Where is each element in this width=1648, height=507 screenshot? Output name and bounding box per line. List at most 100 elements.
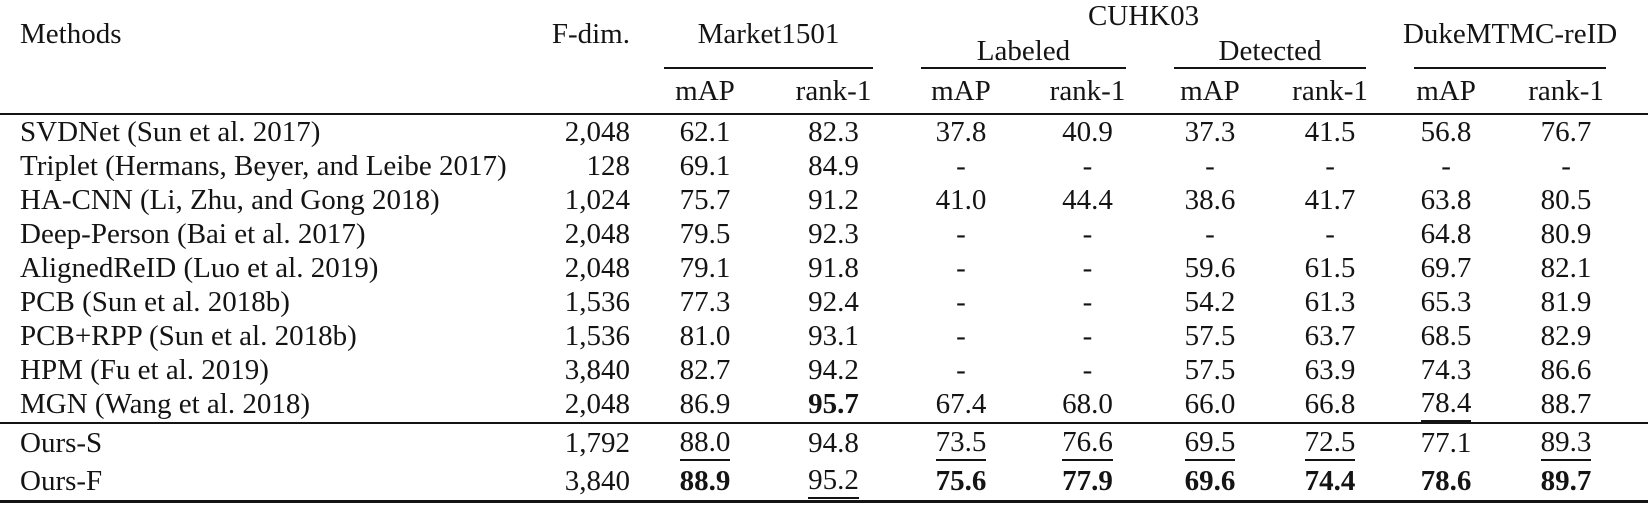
metric-text: 61.5 — [1304, 251, 1356, 284]
metric-text: 75.6 — [935, 464, 987, 497]
metric-text: 78.6 — [1420, 464, 1472, 497]
metric-value: - — [1025, 149, 1150, 183]
metric-value: 44.4 — [1025, 183, 1150, 217]
metric-text: 95.2 — [808, 464, 859, 500]
metric-value: 80.9 — [1502, 217, 1630, 251]
metric-value: 92.3 — [770, 217, 897, 251]
spacer-cell — [0, 69, 505, 115]
metric-text: 64.8 — [1420, 217, 1472, 250]
metric-value: 89.3 — [1502, 423, 1630, 462]
spacer-cell — [1630, 0, 1648, 69]
col-header-market-rank1: rank-1 — [770, 69, 897, 115]
metric-value: - — [1502, 149, 1630, 183]
fdim-value: 128 — [586, 149, 631, 182]
spacer-cell — [1630, 285, 1648, 319]
metric-text: 66.0 — [1184, 388, 1236, 421]
header-metrics-row: mAP rank-1 mAP rank-1 mAP rank-1 mAP ran… — [0, 69, 1648, 115]
metric-value: 38.6 — [1150, 183, 1270, 217]
table-row: Ours-F 3,840 88.9 95.2 75.6 77.9 69.6 74.4 78.6 8… — [0, 462, 1648, 502]
metric-value: - — [897, 149, 1025, 183]
table-row: Triplet (Hermans, Beyer, and Leibe 2017)… — [0, 149, 1648, 183]
metric-text: 66.8 — [1304, 388, 1356, 421]
metric-text: 68.5 — [1420, 319, 1472, 352]
metric-text: 61.3 — [1304, 285, 1356, 318]
metric-text: - — [1082, 251, 1093, 284]
metric-text: 77.1 — [1420, 426, 1472, 459]
metric-value: - — [897, 319, 1025, 353]
metric-text: - — [956, 353, 966, 386]
metric-text: - — [956, 217, 966, 250]
metric-text: 88.7 — [1540, 388, 1592, 421]
metric-value: 89.7 — [1502, 462, 1630, 502]
metric-value: 69.7 — [1390, 251, 1502, 285]
group-header-dukemtmc-reid: DukeMTMC-reID — [1390, 0, 1630, 69]
metric-value: - — [1270, 149, 1390, 183]
metric-value: 57.5 — [1150, 319, 1270, 353]
spacer-cell — [1630, 114, 1648, 149]
method-name: PCB (Sun et al. 2018b) — [20, 285, 290, 318]
metric-value: - — [1025, 319, 1150, 353]
fdim-value: 3,840 — [564, 353, 630, 386]
col-header-methods: Methods — [20, 18, 122, 50]
ours-methods-section: Ours-S 1,792 88.0 94.8 73.5 76.6 69.5 72.5 77.1 8… — [0, 423, 1648, 502]
metric-value: 92.4 — [770, 285, 897, 319]
spacer-cell — [1630, 319, 1648, 353]
metric-value: 94.2 — [770, 353, 897, 387]
fdim-value: 1,536 — [564, 319, 630, 352]
metric-value: 68.5 — [1390, 319, 1502, 353]
metric-value: 78.6 — [1390, 462, 1502, 502]
metric-value: 72.5 — [1270, 423, 1390, 462]
metric-value: 91.2 — [770, 183, 897, 217]
metric-text: - — [1082, 149, 1093, 182]
method-name: Ours-F — [20, 464, 103, 497]
metric-text: 91.8 — [808, 251, 859, 284]
metric-text: 68.0 — [1062, 388, 1113, 421]
table-row: Deep-Person (Bai et al. 2017) 2,048 79.5 92… — [0, 217, 1648, 251]
spacer-cell — [1630, 353, 1648, 387]
metric-text: 88.9 — [679, 464, 731, 497]
metric-text: 63.7 — [1304, 319, 1356, 352]
metric-value: 77.1 — [1390, 423, 1502, 462]
metric-text: 63.8 — [1420, 183, 1472, 216]
metric-value: 62.1 — [640, 114, 770, 149]
metric-value: 40.9 — [1025, 114, 1150, 149]
metric-text: 94.8 — [808, 426, 859, 459]
fdim-value: 2,048 — [564, 388, 630, 421]
metric-text: 44.4 — [1062, 183, 1113, 216]
metric-text: 91.2 — [808, 183, 859, 216]
metric-value: 86.9 — [640, 387, 770, 423]
metric-text: - — [1325, 149, 1335, 182]
metric-text: - — [1561, 149, 1571, 182]
metric-value: - — [897, 353, 1025, 387]
metric-text: 78.4 — [1420, 388, 1472, 423]
fdim-value: 2,048 — [564, 251, 630, 284]
spacer-cell — [1630, 387, 1648, 423]
metric-text: 80.5 — [1540, 183, 1592, 216]
col-header-detected-rank1: rank-1 — [1270, 69, 1391, 115]
group-header-cuhk03-detected: Detected — [1150, 33, 1390, 69]
metric-text: 38.6 — [1184, 183, 1236, 216]
metric-value: 73.5 — [897, 423, 1025, 462]
metric-value: 69.1 — [640, 149, 770, 183]
metric-text: 86.6 — [1540, 353, 1592, 386]
metric-value: 93.1 — [770, 319, 897, 353]
metric-text: 82.3 — [808, 115, 859, 148]
metric-text: 57.5 — [1184, 353, 1236, 386]
metric-text: 63.9 — [1304, 353, 1356, 386]
spacer-cell — [1630, 217, 1648, 251]
metric-text: 89.3 — [1540, 426, 1592, 462]
metric-text: 59.6 — [1184, 251, 1236, 284]
spacer-cell — [1630, 149, 1648, 183]
metric-value: 79.5 — [640, 217, 770, 251]
fdim-value: 2,048 — [564, 217, 630, 250]
col-header-market-map: mAP — [640, 69, 770, 115]
metric-value: 88.9 — [640, 462, 770, 502]
metric-text: 74.4 — [1304, 464, 1356, 497]
metric-value: - — [1025, 285, 1150, 319]
metric-value: 57.5 — [1150, 353, 1270, 387]
metric-value: 82.3 — [770, 114, 897, 149]
spacer-cell — [1630, 251, 1648, 285]
metric-value: 56.8 — [1390, 114, 1502, 149]
metric-text: 82.9 — [1540, 319, 1592, 352]
metric-value: 64.8 — [1390, 217, 1502, 251]
